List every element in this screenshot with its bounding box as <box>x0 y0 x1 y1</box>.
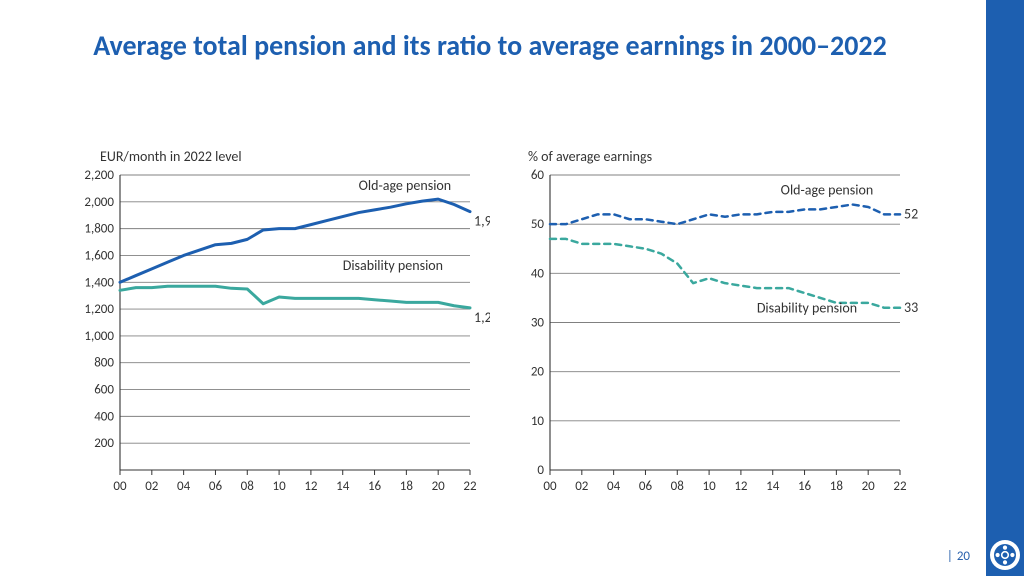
side-accent-bar <box>986 0 1024 576</box>
svg-text:600: 600 <box>94 383 114 398</box>
right-chart: 0 10 20 30 40 50 60 00 02 04 06 08 10 12 14 16 18 20 22 Old… <box>490 165 920 505</box>
svg-text:20: 20 <box>432 479 446 494</box>
svg-text:20: 20 <box>531 365 545 380</box>
right-chart-subtitle: % of average earnings <box>528 148 652 165</box>
svg-text:400: 400 <box>94 409 114 424</box>
svg-text:08: 08 <box>241 479 255 494</box>
svg-text:33: 33 <box>904 299 918 316</box>
svg-text:2,000: 2,000 <box>84 195 114 210</box>
svg-text:800: 800 <box>94 356 114 371</box>
svg-text:2,200: 2,200 <box>84 168 114 183</box>
slide-title: Average total pension and its ratio to a… <box>0 28 980 63</box>
svg-text:10: 10 <box>272 479 286 494</box>
svg-text:50: 50 <box>531 217 545 232</box>
svg-text:16: 16 <box>368 479 382 494</box>
svg-text:0: 0 <box>537 463 544 478</box>
svg-text:1,600: 1,600 <box>84 248 114 263</box>
svg-text:1,209: 1,209 <box>474 309 490 326</box>
svg-text:20: 20 <box>862 479 876 494</box>
brand-logo <box>990 540 1020 570</box>
svg-text:00: 00 <box>113 479 127 494</box>
svg-text:08: 08 <box>671 479 685 494</box>
svg-text:02: 02 <box>145 479 159 494</box>
svg-text:22: 22 <box>463 479 477 494</box>
svg-text:14: 14 <box>336 479 350 494</box>
svg-text:18: 18 <box>830 479 844 494</box>
svg-text:Disability pension: Disability pension <box>343 257 443 274</box>
svg-text:30: 30 <box>531 316 545 331</box>
svg-text:22: 22 <box>893 479 907 494</box>
svg-text:10: 10 <box>531 414 545 429</box>
left-chart-subtitle: EUR/month in 2022 level <box>100 148 242 165</box>
svg-text:1,927: 1,927 <box>474 213 490 230</box>
svg-text:1,200: 1,200 <box>84 302 114 317</box>
svg-text:14: 14 <box>766 479 780 494</box>
svg-text:40: 40 <box>531 266 545 281</box>
svg-text:1,400: 1,400 <box>84 275 114 290</box>
svg-text:60: 60 <box>531 168 545 183</box>
svg-text:Old-age pension: Old-age pension <box>781 182 874 199</box>
page-number-value: 20 <box>957 549 970 564</box>
svg-text:1,000: 1,000 <box>84 329 114 344</box>
svg-text:Old-age pension: Old-age pension <box>359 177 452 194</box>
svg-text:12: 12 <box>304 479 318 494</box>
svg-text:04: 04 <box>177 479 191 494</box>
svg-text:Disability pension: Disability pension <box>757 300 857 317</box>
svg-text:00: 00 <box>543 479 557 494</box>
svg-text:12: 12 <box>734 479 748 494</box>
svg-text:02: 02 <box>575 479 589 494</box>
svg-text:200: 200 <box>94 436 114 451</box>
svg-text:10: 10 <box>702 479 716 494</box>
svg-text:06: 06 <box>639 479 653 494</box>
svg-text:52: 52 <box>904 205 918 222</box>
page-number: |20 <box>947 549 970 564</box>
svg-text:04: 04 <box>607 479 621 494</box>
svg-text:18: 18 <box>400 479 414 494</box>
left-chart: 2004006008001,0001,2001,4001,6001,8002,0… <box>60 165 490 505</box>
svg-text:16: 16 <box>798 479 812 494</box>
svg-text:1,800: 1,800 <box>84 222 114 237</box>
svg-text:06: 06 <box>209 479 223 494</box>
logo-icon <box>994 544 1016 566</box>
